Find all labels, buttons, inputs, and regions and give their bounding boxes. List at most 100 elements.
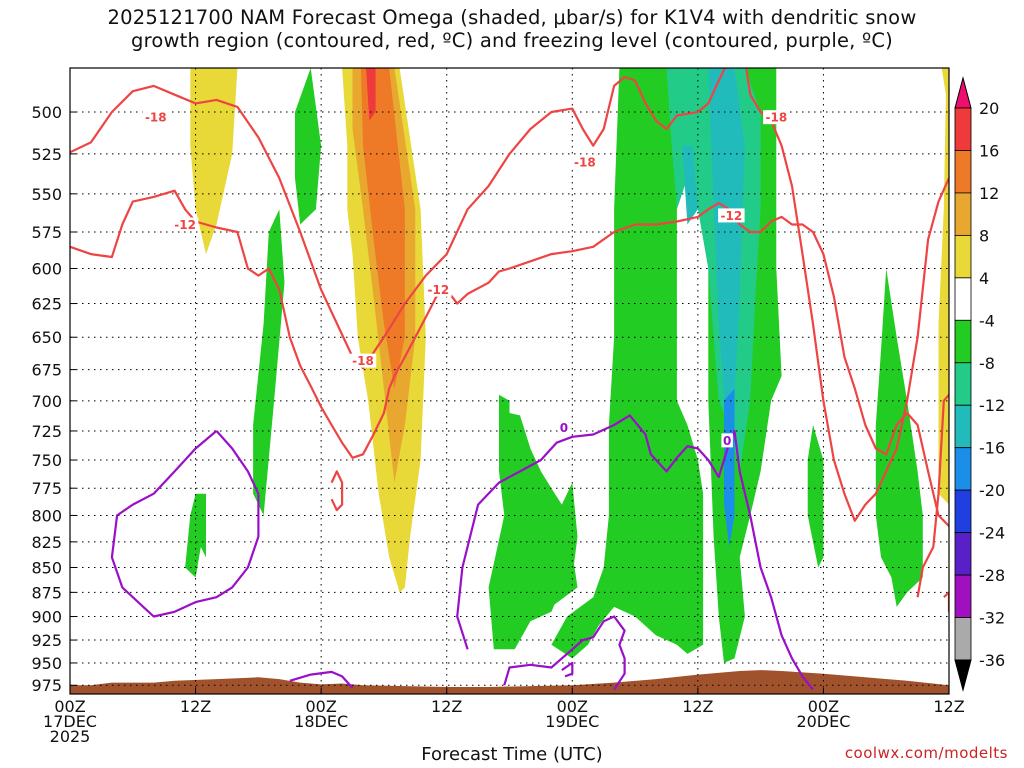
contour-label-layer: -18 -18 -18 -12 -12 -12 -18 0 0: [142, 110, 790, 448]
dendritic-contour-1: [745, 68, 949, 522]
colorbar-label-7: -12: [979, 396, 1005, 415]
x-tick-label-72-1: 20DEC: [796, 712, 850, 731]
colorbar-segment-7: [954, 362, 972, 406]
colorbar-segment-3: [954, 192, 972, 236]
colorbar-label-9: -20: [979, 481, 1005, 500]
colorbar-segment-10: [954, 489, 972, 534]
x-tick-label-24-1: 18DEC: [294, 712, 348, 731]
y-tick-label-775: 775: [31, 479, 62, 498]
x-tick-label-72-0: 00Z: [808, 697, 839, 716]
contour-label-bg-5: [425, 282, 452, 297]
freezing-contour-6: [110, 430, 260, 618]
x-tick-label-60-0: 12Z: [682, 697, 713, 716]
y-tick-label-800: 800: [31, 506, 62, 525]
contour-label-0: -18: [145, 111, 167, 125]
y-tick-label-575: 575: [31, 223, 62, 242]
credit-text: coolwx.com/modelts: [844, 744, 1008, 762]
omega-region-11: [551, 68, 704, 659]
contour-label-3: -12: [174, 218, 196, 232]
colorbar-segment-5: [954, 277, 972, 321]
colorbar-segment-12: [954, 574, 972, 618]
colorbar-label-12: -32: [979, 609, 1005, 628]
omega-region-3: [360, 68, 405, 389]
y-tick-label-950: 950: [31, 654, 62, 673]
chart-title-line2: growth region (contoured, red, ºC) and f…: [131, 29, 893, 52]
colorbar-label-13: -36: [979, 651, 1005, 670]
contour-label-bg-6: [349, 353, 377, 368]
colorbar-segment-8: [954, 404, 972, 449]
colorbar-label-3: 8: [979, 226, 989, 245]
contour-label-6: -18: [352, 354, 374, 368]
y-tick-label-600: 600: [31, 260, 62, 279]
omega-region-18: [724, 388, 735, 547]
contour-label-8: 0: [723, 434, 731, 448]
x-tick-label-48-0: 00Z: [557, 697, 588, 716]
y-tick-label-525: 525: [31, 145, 62, 164]
y-tick-label-875: 875: [31, 583, 62, 602]
contour-label-bg-4: [718, 208, 745, 223]
chart-title-line1: 2025121700 NAM Forecast Omega (shaded, μ…: [107, 6, 917, 29]
omega-region-10: [488, 394, 578, 650]
grid-layer: [70, 68, 949, 694]
omega-region-13: [807, 425, 824, 568]
omega-region-7: [253, 209, 285, 516]
omega-region-16: [682, 145, 698, 225]
colorbar-bottom-tip: [954, 659, 972, 692]
freezing-contour-8: [503, 615, 626, 691]
contour-label-2: -18: [765, 111, 787, 125]
dendritic-contour-2: [70, 189, 949, 527]
dendritic-contour-0: [70, 68, 727, 370]
x-tick-label-0-2: 2025: [50, 727, 91, 746]
terrain-area: [70, 670, 949, 694]
colorbar-label-1: 16: [979, 141, 999, 160]
omega-region-8: [185, 493, 206, 578]
omega-region-5: [938, 68, 949, 505]
x-tick-label-84-0: 12Z: [933, 697, 964, 716]
omega-region-6: [295, 68, 322, 225]
y-tick-label-650: 650: [31, 328, 62, 347]
x-tick-label-24-0: 00Z: [305, 697, 336, 716]
chart-title: 2025121700 NAM Forecast Omega (shaded, μ…: [0, 6, 1024, 52]
dendritic-contour-5: [943, 591, 949, 612]
colorbar-segment-1: [954, 107, 972, 151]
freezing-contour-9: [561, 661, 574, 678]
x-tick-label-0-1: 17DEC: [43, 712, 97, 731]
contour-label-bg-2: [763, 110, 790, 125]
colorbar-label-11: -28: [979, 566, 1005, 585]
dendritic-contour-3: [330, 470, 344, 512]
colorbar-segment-2: [954, 150, 972, 194]
contour-label-bg-0: [142, 110, 170, 125]
x-tick-label-12-0: 12Z: [180, 697, 211, 716]
contour-label-1: -18: [574, 156, 596, 170]
colorbar-label-8: -16: [979, 439, 1005, 458]
colorbar-segment-4: [954, 234, 972, 279]
contour-label-bg-7: [558, 420, 570, 435]
colorbar-segment-11: [954, 532, 972, 576]
omega-region-4: [366, 68, 376, 121]
omega-region-17: [708, 68, 745, 449]
contour-label-bg-1: [571, 155, 599, 170]
contour-label-7: 0: [560, 421, 568, 435]
x-tick-label-0-0: 00Z: [54, 697, 85, 716]
x-axis-title: Forecast Time (UTC): [421, 744, 603, 765]
terrain-layer: [70, 670, 949, 694]
colorbar-label-0: 20: [979, 99, 999, 118]
contour-label-bg-3: [171, 217, 199, 232]
colorbar-label-2: 12: [979, 184, 999, 203]
colorbar: 20 16 12 8 4 -4 -8 -12 -16 -20 -24 -28 -32 -36: [954, 76, 1005, 692]
plot-frame: [69, 67, 950, 695]
y-tick-label-850: 850: [31, 558, 62, 577]
y-tick-label-975: 975: [31, 676, 62, 695]
contour-label-bg-8: [721, 433, 733, 448]
omega-shading-layer: [185, 68, 949, 663]
contour-label-4: -12: [720, 209, 742, 223]
contour-label-5: -12: [427, 283, 449, 297]
colorbar-label-10: -24: [979, 524, 1005, 543]
freezing-contour-7: [456, 414, 814, 691]
y-tick-label-675: 675: [31, 361, 62, 380]
y-tick-label-925: 925: [31, 631, 62, 650]
contour-layer: [70, 68, 949, 691]
colorbar-label-4: 4: [979, 269, 989, 288]
